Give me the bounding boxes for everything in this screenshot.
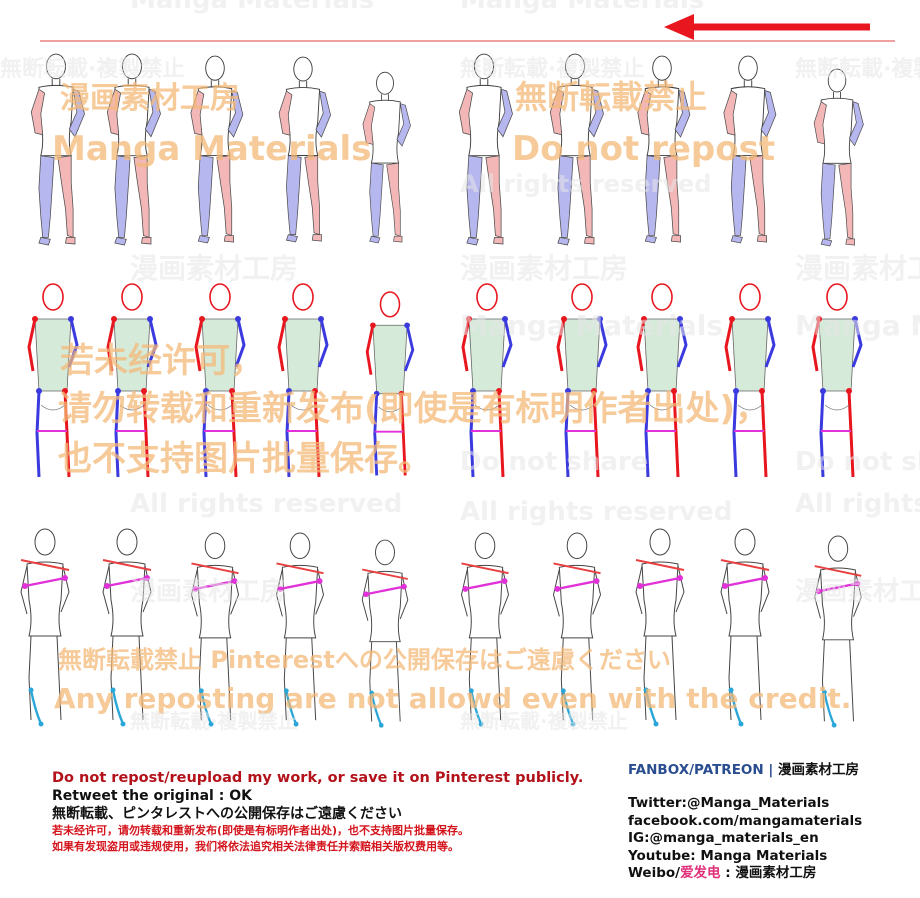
faint-watermark-no-repost: 無断転載·複製禁止	[0, 56, 184, 82]
twitter-handle[interactable]: Twitter:@Manga_Materials	[628, 795, 830, 811]
faint-watermark-layer: Manga Materials Manga Materials 無断転載·複製禁…	[0, 0, 920, 733]
contact-block: FANBOX/PATREON | 漫画素材工房 Twitter:@Manga_M…	[628, 760, 920, 883]
watermark-pinterest-jp: 無断転載禁止 Pinterestへの公開保存はご遠慮ください	[58, 646, 671, 674]
notice-japanese: 無断転載、ピンタレストへの公開保存はご遠慮ください	[52, 806, 402, 822]
contact-header: FANBOX/PATREON | 漫画素材工房	[628, 760, 920, 780]
notice-chinese-1: 若未经许可，请勿转载和重新发布(即使是有标明作者出处)，也不支持图片批量保存。	[52, 824, 470, 837]
faint-watermark-studio-jp: 漫画素材工房	[130, 252, 298, 285]
faint-watermark-studio-jp: 漫画素材工房	[795, 577, 920, 607]
watermark-no-reprint-jp: 無断転載禁止	[515, 78, 707, 116]
youtube-channel[interactable]: Youtube: Manga Materials	[628, 847, 828, 864]
faint-watermark-no-repost: 無断転載·複製禁止	[795, 56, 920, 82]
faint-watermark-no-repost: 無断転載·複製禁止	[130, 709, 298, 733]
faint-watermark-no-repost: 無断転載·複製禁止	[460, 56, 644, 82]
faint-watermark-all-rights: All rights reserved	[460, 497, 732, 527]
studio-name: 漫画素材工房	[778, 762, 860, 778]
footer-notice: Do not repost/reupload my work, or save …	[52, 769, 622, 855]
faint-watermark-studio-jp: 漫画素材工房	[795, 252, 920, 285]
faint-watermark-studio-en: Manga Materials	[460, 309, 723, 342]
notice-english: Do not repost/reupload my work, or save …	[52, 770, 584, 786]
faint-watermark-all-rights: All rights reserved	[460, 170, 711, 198]
faint-watermark-no-repost: 無断転載·複製禁止	[460, 709, 628, 733]
faint-watermark-studio-jp: 漫画素材工房	[130, 577, 286, 607]
fanbox-patreon-link[interactable]: FANBOX/PATREON	[628, 762, 764, 778]
weibo-aifadian: 爱发电	[680, 865, 721, 881]
weibo-prefix: Weibo/	[628, 865, 681, 881]
faint-watermark-all-rights: All rights reserved	[795, 489, 920, 519]
weibo-line[interactable]: Weibo/爱发电 : 漫画素材工房	[628, 865, 920, 883]
faint-watermark-studio-en: Manga Materials	[130, 0, 374, 15]
notice-retweet-ok: Retweet the original : OK	[52, 788, 252, 804]
watermark-studio-en: Manga Materials	[52, 129, 371, 169]
notice-chinese-2: 如果有发现盗用或违规使用，我们将依法追究相关法律责任并索赔相关版权费用等。	[52, 840, 459, 853]
faint-watermark-studio-en: Manga Materials	[460, 0, 704, 15]
header-separator: |	[763, 762, 779, 778]
faint-watermark-do-not-share: Do not share	[460, 447, 648, 477]
watermark-cn-line1: 若未经许可，	[60, 341, 264, 381]
faint-watermark-all-rights: All rights reserved	[130, 489, 402, 519]
weibo-suffix: : 漫画素材工房	[720, 865, 817, 881]
figure-sheet: 漫画素材工房 Manga Materials 無断転載禁止 Do not rep…	[0, 0, 920, 733]
faint-watermark-studio-jp: 漫画素材工房	[460, 252, 628, 285]
watermark-any-reposting: Any reposting are not allowd even with t…	[54, 682, 851, 715]
watermark-cn-line3: 也不支持图片批量保存。	[58, 439, 432, 479]
faint-watermark-studio-en: Manga Materials	[795, 309, 920, 342]
watermark-cn-line2: 请勿转载和重新发布(即使是有标明作者出处)，	[58, 389, 769, 429]
facebook-link[interactable]: facebook.com/mangamaterials	[628, 812, 863, 829]
watermark-layer: 漫画素材工房 Manga Materials 無断転載禁止 Do not rep…	[52, 78, 851, 715]
watermark-studio-jp: 漫画素材工房	[60, 81, 240, 116]
instagram-handle[interactable]: IG:@manga_materials_en	[628, 830, 819, 846]
watermark-do-not-repost: Do not repost	[512, 129, 775, 169]
faint-watermark-do-not-share: Do not share	[795, 447, 920, 477]
direction-arrow-icon	[664, 14, 870, 40]
